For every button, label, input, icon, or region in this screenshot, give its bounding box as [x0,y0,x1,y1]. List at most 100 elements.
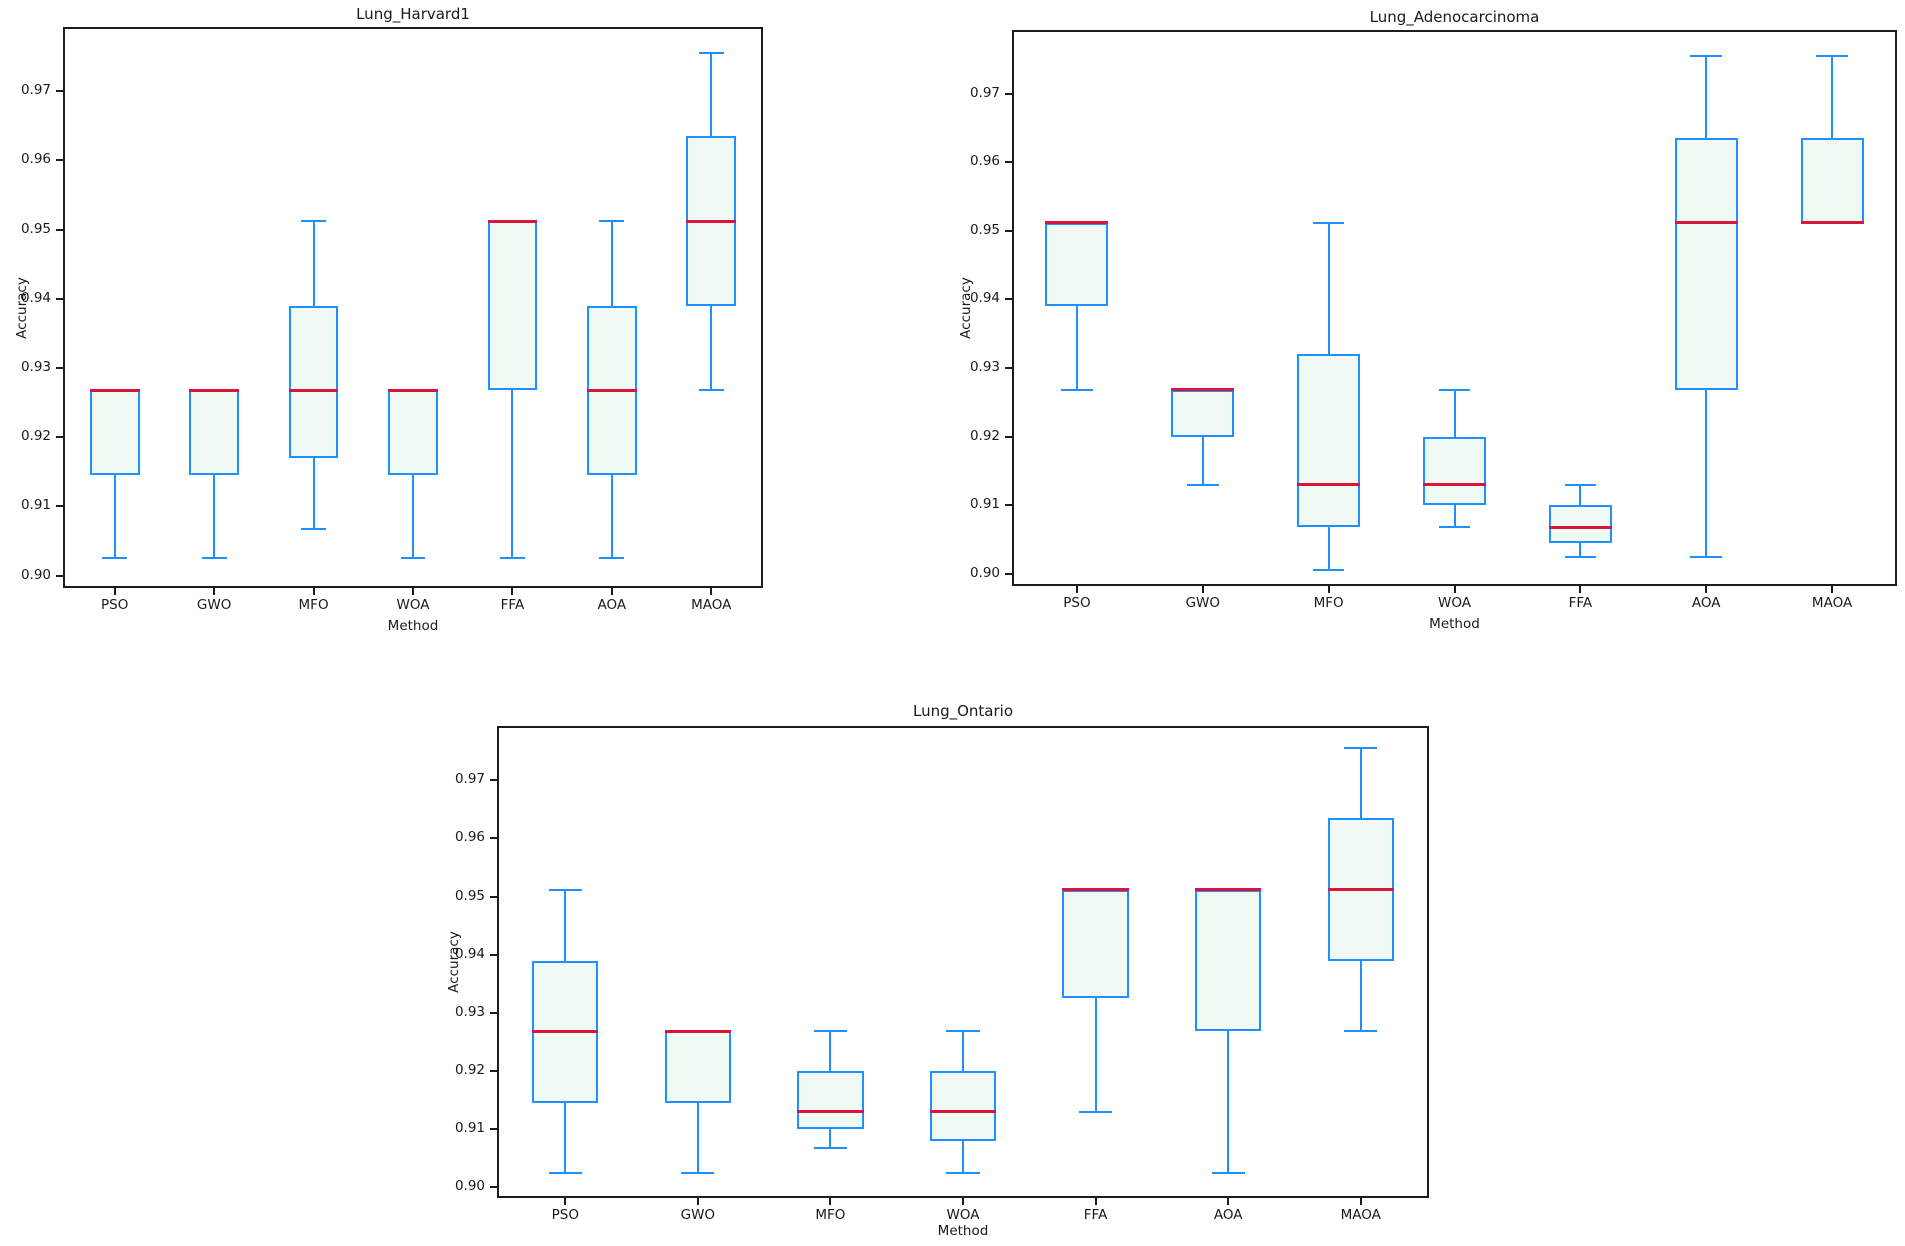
box-WOA [1423,436,1486,506]
x-tick-mark [511,588,514,595]
y-tick-mark [490,837,497,840]
lower-cap-AOA [1211,1171,1245,1174]
y-tick-label: 0.92 [20,428,51,445]
chart-title: Lung_Ontario [912,702,1014,720]
y-tick-label: 0.92 [969,427,1000,444]
upper-whisker-FFA [1579,484,1582,506]
x-tick-mark [962,1198,964,1205]
x-tick-label: WOA [396,597,430,613]
y-tick-mark [1005,298,1012,301]
box-AOA [1195,889,1262,1032]
lower-whisker-MFO [312,457,315,529]
upper-whisker-MAOA [1831,56,1834,139]
box-WOA [388,390,438,476]
lower-whisker-WOA [1453,505,1456,528]
lower-whisker-WOA [962,1140,964,1173]
x-tick-mark [213,588,216,595]
box-WOA [929,1071,997,1141]
lower-whisker-FFA [1579,542,1582,557]
y-axis-label: Accuracy [446,931,462,993]
box-MFO [797,1071,864,1130]
lower-cap-FFA [500,557,525,560]
upper-whisker-MFO [829,1031,832,1071]
lower-cap-WOA [1438,526,1471,529]
box-FFA [1548,505,1612,543]
median-line-AOA [1195,888,1262,892]
lower-whisker-GWO [213,475,216,559]
x-tick-mark [1075,586,1078,593]
lower-whisker-AOA [610,475,613,559]
lower-cap-MFO [1312,569,1345,572]
chart-title: Lung_Adenocarcinoma [1369,8,1540,26]
x-tick-label: GWO [1185,595,1220,611]
upper-cap-AOA [1690,55,1722,57]
x-tick-mark [1359,1198,1362,1205]
lower-whisker-PSO [1075,306,1078,390]
box-PSO [89,390,140,476]
y-tick-label: 0.95 [969,221,1000,238]
lower-cap-WOA [400,557,426,560]
upper-cap-MAOA [1344,747,1378,750]
box-AOA [1674,138,1738,390]
lower-whisker-GWO [696,1102,699,1173]
median-line-PSO [1045,221,1109,225]
y-tick-mark [56,90,63,93]
x-tick-label: WOA [946,1207,980,1223]
box-FFA [487,221,538,391]
boxplot-panel-lung-ontario: Lung_Ontario Accuracy 0.90 0.91 0.92 0.93 0.… [438,688,1438,1246]
lower-cap-AOA [1690,555,1722,558]
lower-cap-FFA [1079,1110,1113,1113]
lower-whisker-WOA [412,475,414,559]
y-tick-mark [1005,161,1012,164]
y-tick-mark [1005,504,1012,507]
box-GWO [1171,389,1235,437]
box-MAOA [1800,138,1864,223]
upper-whisker-MAOA [710,53,713,137]
x-axis-label: Method [387,618,439,634]
y-tick-label: 0.94 [454,945,485,962]
y-tick-label: 0.94 [20,289,51,306]
median-line-FFA [1548,525,1612,529]
y-tick-label: 0.95 [20,220,51,237]
upper-whisker-PSO [564,889,567,961]
x-tick-label: GWO [680,1207,716,1223]
x-tick-label: AOA [1691,595,1721,611]
x-tick-label: MFO [298,597,329,613]
y-tick-label: 0.96 [20,151,51,168]
lower-cap-WOA [946,1171,980,1174]
median-line-GWO [1171,388,1235,392]
lower-cap-GWO [201,557,227,560]
y-tick-label: 0.93 [454,1003,485,1020]
lower-whisker-MFO [1327,527,1330,571]
lower-cap-PSO [1061,388,1093,391]
median-line-MAOA [686,219,737,223]
y-tick-label: 0.93 [20,359,51,376]
x-tick-label: MAOA [1811,595,1853,611]
y-tick-label: 0.97 [969,84,1000,101]
y-tick-mark [490,1128,497,1131]
y-tick-label: 0.97 [20,82,51,99]
upper-whisker-WOA [1453,389,1456,437]
y-tick-mark [56,228,63,231]
y-tick-mark [490,953,497,956]
boxplot-panel-lung-harvard1: Lung_Harvard1 Accuracy 0.90 0.91 0.92 0.93 0… [8,4,774,660]
upper-whisker-AOA [610,221,613,306]
median-line-PSO [89,388,140,392]
median-line-FFA [487,219,538,223]
upper-cap-WOA [946,1030,980,1033]
upper-cap-MFO [301,220,326,223]
y-tick-mark [56,297,63,300]
x-axis-label: Method [1429,616,1480,632]
x-tick-label: FFA [500,597,525,613]
y-tick-mark [1005,229,1012,232]
x-tick-label: WOA [1438,595,1471,611]
y-tick-mark [1005,367,1012,369]
x-tick-mark [113,588,116,595]
x-tick-mark [564,1198,567,1205]
y-tick-mark [56,367,63,370]
plot-area: 0.90 0.91 0.92 0.93 0.94 0.95 0.96 0.97 PSO GWO MF… [21,27,763,613]
x-tick-mark [1831,586,1834,593]
y-tick-mark [490,1070,497,1072]
upper-cap-PSO [548,888,582,891]
